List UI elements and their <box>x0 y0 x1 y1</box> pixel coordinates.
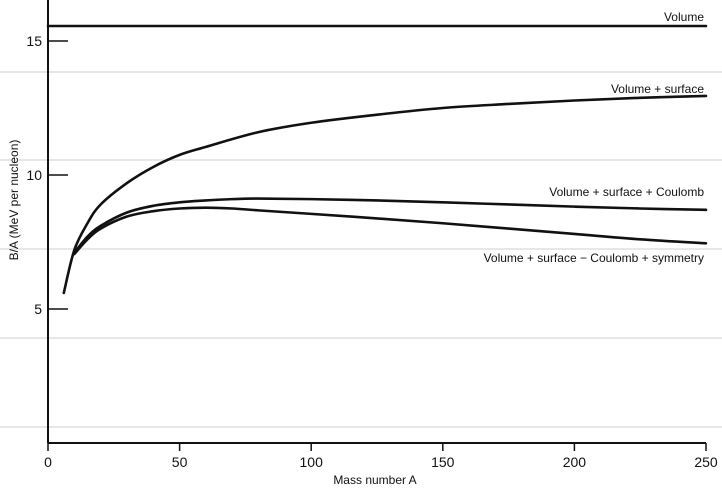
volume-surface-label: Volume + surface <box>611 82 704 96</box>
x-tick-label: 0 <box>44 454 52 470</box>
curve-labels: Volume Volume + surface Volume + surface +… <box>484 10 705 265</box>
volume-label: Volume <box>664 10 704 24</box>
ticks: 0 50 100 150 200 250 5 10 15 <box>26 33 717 470</box>
volume-surface-curve <box>62 94 708 295</box>
volume-surface-coulomb-symmetry-label: Volume + surface − Coulomb + symmetry <box>484 251 704 265</box>
y-tick-label: 5 <box>34 301 42 317</box>
volume-surface-coulomb-curve <box>73 197 708 255</box>
y-tick-label: 15 <box>26 33 42 49</box>
curves <box>46 24 708 295</box>
y-axis-label: B/A (MeV per nucleon) <box>7 140 21 261</box>
x-axis-label: Mass number A <box>333 473 416 487</box>
volume-surface-coulomb-symmetry-curve <box>73 206 708 256</box>
x-tick-label: 50 <box>172 454 188 470</box>
y-tick-label: 10 <box>26 167 42 183</box>
axes <box>47 0 706 444</box>
x-tick-label: 100 <box>300 454 324 470</box>
x-tick-label: 200 <box>563 454 587 470</box>
volume-surface-coulomb-label: Volume + surface + Coulomb <box>549 185 704 199</box>
x-tick-label: 150 <box>431 454 455 470</box>
x-tick-label: 250 <box>694 454 718 470</box>
